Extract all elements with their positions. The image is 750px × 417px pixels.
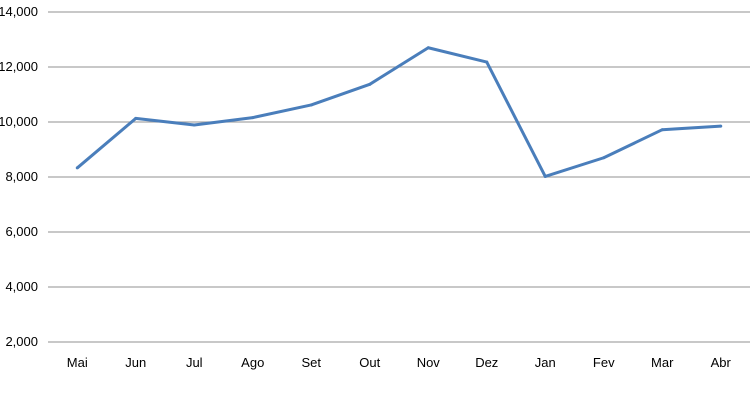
- x-tick-label: Dez: [475, 355, 498, 370]
- x-tick-label: Out: [359, 355, 380, 370]
- x-tick-label: Fev: [593, 355, 615, 370]
- data-point: [485, 60, 489, 64]
- y-tick-label: 10,000: [0, 114, 38, 129]
- data-point: [719, 124, 723, 128]
- data-point: [602, 156, 606, 160]
- y-axis-tick-labels: 2,000 4,000 6,000 8,000 10,000 12,000 14,000: [0, 4, 38, 349]
- data-point: [426, 46, 430, 50]
- series-layer: [75, 46, 723, 178]
- y-tick-label: 2,000: [5, 334, 38, 349]
- y-tick-label: 12,000: [0, 59, 38, 74]
- data-point: [543, 174, 547, 178]
- gridlines: [48, 11, 750, 343]
- data-point: [660, 128, 664, 132]
- y-tick-label: 8,000: [5, 169, 38, 184]
- series-line: [76, 46, 721, 178]
- x-tick-label: Set: [301, 355, 321, 370]
- y-tick-label: 4,000: [5, 279, 38, 294]
- x-tick-label: Jul: [186, 355, 203, 370]
- data-point: [251, 116, 255, 120]
- x-tick-label: Mar: [651, 355, 674, 370]
- data-point: [192, 123, 196, 127]
- y-tick-label: 14,000: [0, 4, 38, 19]
- data-point: [309, 103, 313, 107]
- x-tick-label: Ago: [241, 355, 264, 370]
- data-point: [75, 166, 79, 170]
- data-point: [134, 116, 138, 120]
- y-tick-label: 6,000: [5, 224, 38, 239]
- data-point: [368, 82, 372, 86]
- x-tick-label: Jan: [535, 355, 556, 370]
- x-tick-label: Nov: [417, 355, 441, 370]
- x-axis-tick-labels: Mai Jun Jul Ago Set Out Nov Dez Jan Fev Mar Abr: [67, 355, 732, 370]
- x-tick-label: Abr: [711, 355, 732, 370]
- x-tick-label: Jun: [125, 355, 146, 370]
- x-tick-label: Mai: [67, 355, 88, 370]
